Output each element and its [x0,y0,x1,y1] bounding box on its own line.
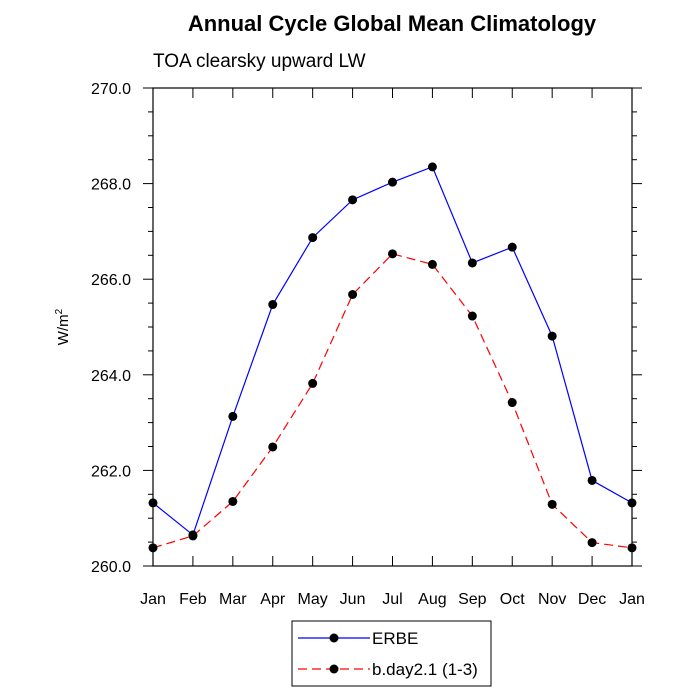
y-tick-label: 260.0 [91,559,131,576]
x-tick-label: Feb [179,591,207,608]
y-tick-label: 270.0 [91,81,131,98]
data-point [587,475,597,485]
data-point [507,242,517,252]
chart-subtitle: TOA clearsky upward LW [153,51,366,72]
x-tick-label: May [298,591,328,608]
x-tick-label: Dec [578,591,606,608]
data-point [148,498,158,508]
legend-label: b.day2.1 (1-3) [372,660,478,679]
data-point [348,289,358,299]
legend-swatch-marker [329,633,339,643]
x-tick-label: Oct [500,591,525,608]
series-line-1 [152,166,633,536]
x-tick-label: Jan [619,591,645,608]
data-point [148,543,158,553]
data-point [188,531,198,541]
legend-swatch-marker [329,664,339,674]
legend-label: ERBE [372,629,418,648]
plot-area: Jan Feb Mar Apr May Jun Jul Aug Sep Oct Nov Dec Jan 2… [91,81,645,608]
data-point [268,442,278,452]
data-point [467,311,477,321]
x-tick-label: Mar [219,591,247,608]
data-point [547,331,557,341]
data-point [388,177,397,187]
y-tick-label: 268.0 [91,177,131,194]
y-tick-label: 266.0 [91,272,131,289]
legend-box [291,620,492,687]
data-point [427,259,437,269]
data-point [308,378,318,388]
x-tick-label: Aug [418,591,446,608]
data-point [507,398,517,408]
chart-title: Annual Cycle Global Mean Climatology [188,11,597,36]
series-line-2 [152,253,633,549]
data-point [587,538,597,548]
x-tick-label: Jun [340,591,366,608]
y-axis-label: W/m2 [54,308,72,345]
legend: ERBE b.day2.1 (1-3) [291,620,492,687]
x-tick-label: Sep [458,591,487,608]
x-tick-label: Apr [260,591,286,608]
x-tick-label: Jul [382,591,402,608]
data-point [467,258,477,268]
x-tick-label: Nov [538,591,566,608]
data-point [308,233,318,243]
data-point [348,195,358,205]
data-point [228,411,238,421]
x-tick-label: Jan [140,591,166,608]
data-point [228,496,238,506]
data-point [627,498,637,508]
series-marks [148,162,637,553]
data-point [547,499,557,509]
data-point [427,162,437,172]
data-point [388,249,397,259]
y-tick-label: 262.0 [91,463,131,480]
y-tick-label: 264.0 [91,368,131,385]
plot-frame [152,87,633,567]
data-point [627,543,637,553]
data-point [268,300,278,310]
